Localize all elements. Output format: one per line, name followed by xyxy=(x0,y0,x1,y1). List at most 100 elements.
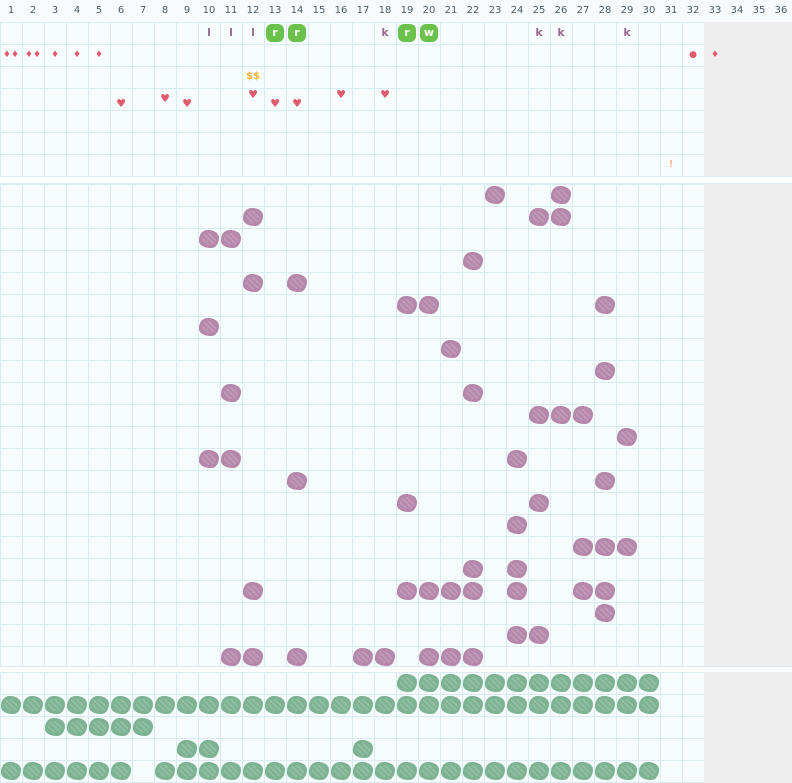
purple-cell-blob[interactable] xyxy=(221,384,241,402)
green-cell-blob[interactable] xyxy=(265,696,285,714)
green-cell-blob[interactable] xyxy=(177,696,197,714)
green-cell-blob[interactable] xyxy=(639,696,659,714)
purple-cell-blob[interactable] xyxy=(243,582,263,600)
purple-cell-blob[interactable] xyxy=(199,450,219,468)
green-cell-blob[interactable] xyxy=(67,696,87,714)
green-cell-blob[interactable] xyxy=(243,762,263,780)
green-cell-blob[interactable] xyxy=(419,696,439,714)
green-cell-blob[interactable] xyxy=(45,718,65,736)
green-cell-blob[interactable] xyxy=(485,762,505,780)
green-cell-blob[interactable] xyxy=(617,696,637,714)
green-cell-blob[interactable] xyxy=(1,762,21,780)
purple-cell-blob[interactable] xyxy=(617,538,637,556)
green-cell-blob[interactable] xyxy=(353,740,373,758)
green-cell-blob[interactable] xyxy=(23,696,43,714)
green-cell-blob[interactable] xyxy=(331,762,351,780)
purple-cell-blob[interactable] xyxy=(595,582,615,600)
green-cell-blob[interactable] xyxy=(199,696,219,714)
green-cell-blob[interactable] xyxy=(463,762,483,780)
green-cell-blob[interactable] xyxy=(485,696,505,714)
green-cell-blob[interactable] xyxy=(309,696,329,714)
purple-cell-blob[interactable] xyxy=(507,560,527,578)
purple-cell-blob[interactable] xyxy=(243,208,263,226)
green-cell-blob[interactable] xyxy=(23,762,43,780)
purple-cell-blob[interactable] xyxy=(463,648,483,666)
green-cell-blob[interactable] xyxy=(111,696,131,714)
purple-cell-blob[interactable] xyxy=(529,494,549,512)
purple-cell-blob[interactable] xyxy=(529,208,549,226)
green-cell-blob[interactable] xyxy=(89,718,109,736)
green-cell-blob[interactable] xyxy=(507,762,527,780)
purple-cell-blob[interactable] xyxy=(551,186,571,204)
green-cell-blob[interactable] xyxy=(595,696,615,714)
green-cell-blob[interactable] xyxy=(111,762,131,780)
purple-cell-blob[interactable] xyxy=(463,560,483,578)
green-cell-blob[interactable] xyxy=(507,674,527,692)
green-cell-blob[interactable] xyxy=(463,696,483,714)
purple-cell-blob[interactable] xyxy=(199,230,219,248)
purple-cell-blob[interactable] xyxy=(507,582,527,600)
purple-cell-blob[interactable] xyxy=(595,538,615,556)
purple-cell-blob[interactable] xyxy=(551,208,571,226)
tag-badge[interactable]: w xyxy=(420,24,438,42)
green-cell-band[interactable] xyxy=(0,672,792,783)
green-cell-blob[interactable] xyxy=(441,696,461,714)
purple-cell-blob[interactable] xyxy=(287,648,307,666)
green-cell-blob[interactable] xyxy=(397,696,417,714)
green-cell-blob[interactable] xyxy=(617,762,637,780)
purple-cell-blob[interactable] xyxy=(287,472,307,490)
green-cell-blob[interactable] xyxy=(155,696,175,714)
green-cell-blob[interactable] xyxy=(639,762,659,780)
purple-cell-blob[interactable] xyxy=(419,582,439,600)
green-cell-blob[interactable] xyxy=(529,674,549,692)
purple-cell-blob[interactable] xyxy=(441,582,461,600)
purple-cell-blob[interactable] xyxy=(507,450,527,468)
green-cell-blob[interactable] xyxy=(287,762,307,780)
green-cell-blob[interactable] xyxy=(551,696,571,714)
tag-badge[interactable]: r xyxy=(266,24,284,42)
purple-cell-blob[interactable] xyxy=(529,406,549,424)
green-cell-blob[interactable] xyxy=(419,674,439,692)
purple-cell-blob[interactable] xyxy=(221,230,241,248)
green-cell-blob[interactable] xyxy=(89,762,109,780)
top-marker-band[interactable] xyxy=(0,22,792,176)
green-cell-blob[interactable] xyxy=(67,718,87,736)
tag-badge[interactable]: r xyxy=(398,24,416,42)
green-cell-blob[interactable] xyxy=(111,718,131,736)
green-cell-blob[interactable] xyxy=(133,696,153,714)
green-cell-blob[interactable] xyxy=(419,762,439,780)
green-cell-blob[interactable] xyxy=(529,762,549,780)
green-cell-blob[interactable] xyxy=(67,762,87,780)
purple-cell-blob[interactable] xyxy=(397,296,417,314)
purple-cell-blob[interactable] xyxy=(507,516,527,534)
green-cell-blob[interactable] xyxy=(551,762,571,780)
green-cell-blob[interactable] xyxy=(441,674,461,692)
green-cell-blob[interactable] xyxy=(133,718,153,736)
green-cell-blob[interactable] xyxy=(309,762,329,780)
purple-cell-blob[interactable] xyxy=(617,428,637,446)
green-cell-blob[interactable] xyxy=(595,674,615,692)
green-cell-blob[interactable] xyxy=(617,674,637,692)
purple-cell-blob[interactable] xyxy=(595,296,615,314)
green-cell-blob[interactable] xyxy=(287,696,307,714)
green-cell-blob[interactable] xyxy=(397,674,417,692)
purple-cell-blob[interactable] xyxy=(507,626,527,644)
green-cell-blob[interactable] xyxy=(45,696,65,714)
green-cell-blob[interactable] xyxy=(353,696,373,714)
green-cell-blob[interactable] xyxy=(573,696,593,714)
green-cell-blob[interactable] xyxy=(573,674,593,692)
purple-cell-blob[interactable] xyxy=(441,648,461,666)
purple-cell-blob[interactable] xyxy=(243,648,263,666)
purple-cell-blob[interactable] xyxy=(199,318,219,336)
green-cell-blob[interactable] xyxy=(485,674,505,692)
purple-cell-blob[interactable] xyxy=(573,582,593,600)
purple-cell-blob[interactable] xyxy=(529,626,549,644)
green-cell-blob[interactable] xyxy=(595,762,615,780)
purple-cell-blob[interactable] xyxy=(419,648,439,666)
purple-cell-band[interactable] xyxy=(0,184,792,666)
green-cell-blob[interactable] xyxy=(375,696,395,714)
purple-cell-blob[interactable] xyxy=(221,648,241,666)
purple-cell-blob[interactable] xyxy=(485,186,505,204)
green-cell-blob[interactable] xyxy=(177,740,197,758)
green-cell-blob[interactable] xyxy=(353,762,373,780)
